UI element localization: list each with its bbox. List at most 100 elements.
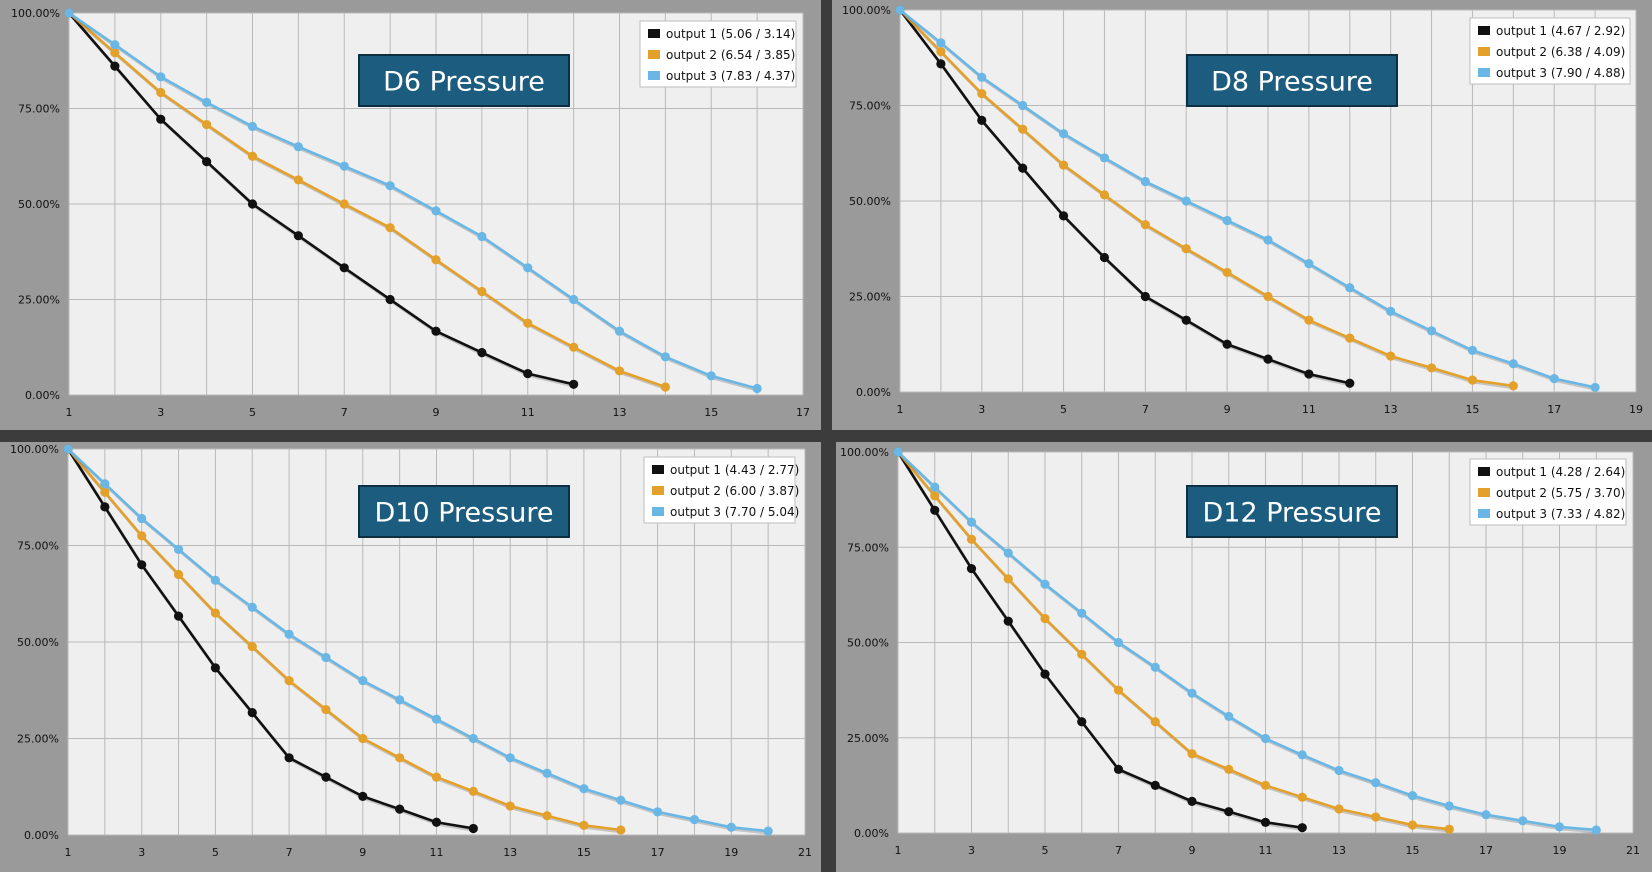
data-point: [1345, 378, 1355, 388]
y-tick-label: 75.00%: [847, 541, 889, 554]
data-point: [468, 733, 478, 744]
data-point: [689, 814, 700, 825]
data-point: [100, 487, 110, 497]
x-tick-label: 11: [1259, 844, 1273, 857]
series-line: [68, 12, 666, 389]
data-point: [1150, 780, 1160, 790]
data-point: [569, 294, 579, 305]
data-point: [930, 482, 940, 492]
x-tick-label: 7: [286, 846, 293, 859]
data-point: [137, 560, 147, 570]
data-point: [1260, 817, 1271, 827]
chart-svg-d10: 0.00%25.00%50.00%75.00%100.00%1 3 5 7 9 11 13 1…: [10, 443, 812, 859]
legend-entry: output 2 (6.38 / 4.09): [1496, 45, 1625, 59]
data-point: [936, 38, 946, 48]
legend-box: [643, 456, 796, 524]
data-point: [1003, 548, 1013, 558]
chart-title: D6 Pressure: [383, 67, 545, 98]
legend-box: [1469, 17, 1631, 85]
data-point: [1077, 717, 1087, 727]
chart-title-box: [1186, 54, 1398, 107]
data-point: [726, 822, 736, 832]
data-point: [1260, 780, 1271, 790]
legend-entry: output 1 (4.43 / 2.77): [670, 463, 799, 477]
x-tick-label: 17: [796, 406, 810, 419]
data-point: [1467, 345, 1478, 355]
data-point: [1371, 778, 1381, 788]
data-point: [579, 820, 589, 830]
data-point: [339, 161, 349, 171]
data-point: [936, 59, 946, 69]
series-line: [67, 448, 769, 833]
x-tick-label: 1: [897, 403, 904, 416]
data-point: [1407, 820, 1418, 830]
data-point: [1297, 750, 1307, 760]
data-point: [431, 255, 441, 265]
x-tick-label: 15: [577, 846, 591, 859]
series-line: [896, 451, 1303, 829]
series-line: [67, 448, 621, 832]
data-point: [1099, 190, 1110, 200]
data-point: [1224, 764, 1234, 774]
x-tick-label: 17: [651, 846, 665, 859]
chart-panel-d8: 0.00% 25.00% 50.00% 75.00% 100.00% 1 3 5 7 9 11 13 1…: [832, 0, 1652, 430]
data-point: [1426, 363, 1437, 373]
data-point: [1222, 267, 1232, 278]
data-point: [523, 369, 533, 379]
data-point: [284, 753, 294, 763]
data-point: [321, 652, 331, 663]
y-tick-label: 50.00%: [849, 195, 891, 208]
x-tick-label: 3: [978, 403, 985, 416]
data-point: [1224, 807, 1234, 817]
data-point: [1297, 792, 1307, 802]
data-point: [385, 181, 395, 191]
data-point: [339, 199, 349, 209]
legend-entry: output 3 (7.90 / 4.88): [1496, 66, 1625, 80]
x-tick-label: 21: [1626, 844, 1640, 857]
chart-panel-d10: 0.00% 25.00% 50.00% 75.00% 100.00% 1 3 5 7 9 11 13 1…: [0, 442, 821, 872]
data-point: [1508, 359, 1518, 369]
data-point: [293, 175, 303, 185]
data-point: [706, 371, 716, 381]
x-tick-label: 15: [1465, 403, 1479, 416]
data-point: [763, 826, 773, 836]
series-line: [899, 9, 1514, 388]
series-line: [897, 451, 1450, 831]
y-tick-label: 25.00%: [847, 732, 889, 745]
data-point: [1304, 315, 1314, 325]
data-point: [1222, 215, 1232, 226]
data-point: [1222, 339, 1232, 349]
data-point: [210, 575, 220, 585]
data-point: [358, 733, 368, 744]
data-point: [1058, 211, 1069, 221]
data-point: [247, 121, 258, 132]
data-point: [936, 47, 946, 57]
legend-swatch: [648, 50, 660, 59]
series-line: [66, 448, 474, 830]
x-tick-label: 5: [1042, 844, 1049, 857]
data-point: [1263, 235, 1273, 245]
data-point: [431, 772, 442, 782]
chart-panel-d12: 0.00% 25.00% 50.00% 75.00% 100.00% 1 3 5 7 9 11 13 1…: [836, 442, 1652, 872]
data-point: [542, 811, 552, 821]
x-tick-label: 3: [157, 406, 164, 419]
x-tick-label: 19: [724, 846, 738, 859]
y-tick-label: 100.00%: [842, 4, 891, 17]
data-point: [1334, 804, 1344, 814]
chart-title: D10 Pressure: [374, 498, 553, 529]
data-point: [1590, 382, 1600, 393]
legend-swatch: [1478, 467, 1490, 476]
legend-entry: output 2 (6.00 / 3.87): [670, 484, 799, 498]
x-tick-label: 19: [1629, 403, 1643, 416]
data-point: [477, 347, 487, 358]
data-point: [100, 479, 110, 489]
y-tick-label: 100.00%: [840, 446, 889, 459]
legend-box: [639, 20, 797, 88]
data-point: [1386, 306, 1396, 316]
data-point: [110, 48, 120, 58]
x-tick-label: 1: [66, 406, 73, 419]
data-point: [202, 119, 212, 130]
data-point: [1345, 283, 1355, 293]
data-point: [966, 563, 977, 574]
data-point: [1140, 291, 1150, 302]
